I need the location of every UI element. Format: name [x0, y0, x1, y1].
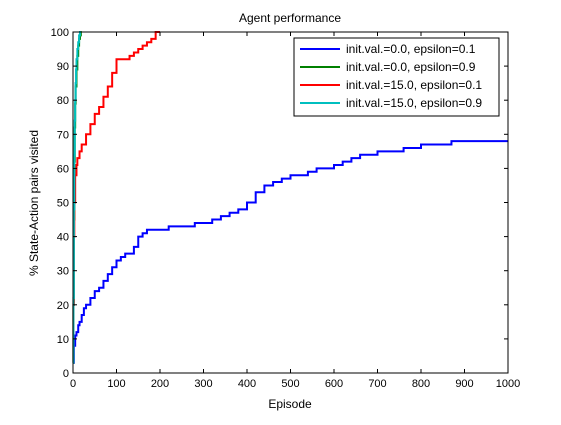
- legend-label-1: init.val.=0.0, epsilon=0.1: [346, 42, 476, 56]
- x-tick-label: 100: [107, 378, 125, 390]
- y-tick-label: 30: [57, 266, 69, 278]
- y-tick-label: 100: [51, 27, 69, 39]
- y-tick-label: 80: [57, 95, 69, 107]
- legend-label-3: init.val.=15.0, epsilon=0.1: [346, 78, 482, 92]
- legend: init.val.=0.0, epsilon=0.1 init.val.=0.0,…: [293, 37, 500, 117]
- x-tick-label: 400: [238, 378, 256, 390]
- series-layer: [72, 31, 508, 364]
- y-tick-label: 20: [57, 300, 69, 312]
- y-tick-label: 0: [63, 368, 69, 380]
- y-axis-ticks: 0 10 20 30 40 50 60 70 80 90 100: [51, 27, 508, 380]
- series-line-1: [72, 140, 508, 364]
- y-tick-label: 50: [57, 198, 69, 210]
- x-tick-label: 200: [151, 378, 169, 390]
- x-tick-label: 600: [325, 378, 343, 390]
- chart-title: Agent performance: [239, 11, 341, 25]
- x-tick-label: 0: [70, 378, 76, 390]
- x-tick-label: 300: [194, 378, 212, 390]
- y-tick-label: 60: [57, 163, 69, 175]
- x-tick-label: 800: [412, 378, 430, 390]
- x-tick-label: 900: [455, 378, 473, 390]
- y-tick-label: 70: [57, 129, 69, 141]
- y-tick-label: 40: [57, 232, 69, 244]
- x-tick-label: 500: [281, 378, 299, 390]
- x-tick-label: 1000: [496, 378, 520, 390]
- y-tick-label: 90: [57, 61, 69, 73]
- x-axis-ticks: 0 100 200 300 400 500 600 700 800 900 1000: [70, 32, 520, 390]
- legend-label-2: init.val.=0.0, epsilon=0.9: [346, 60, 476, 74]
- y-tick-label: 10: [57, 334, 69, 346]
- x-tick-label: 700: [368, 378, 386, 390]
- series-line-3: [72, 31, 160, 364]
- y-axis-label: % State-Action pairs visited: [27, 130, 41, 276]
- legend-entries: init.val.=0.0, epsilon=0.1 init.val.=0.0,…: [300, 42, 482, 110]
- legend-label-4: init.val.=15.0, epsilon=0.9: [346, 96, 482, 110]
- series-line-4: [72, 31, 81, 364]
- x-axis-label: Episode: [268, 397, 312, 411]
